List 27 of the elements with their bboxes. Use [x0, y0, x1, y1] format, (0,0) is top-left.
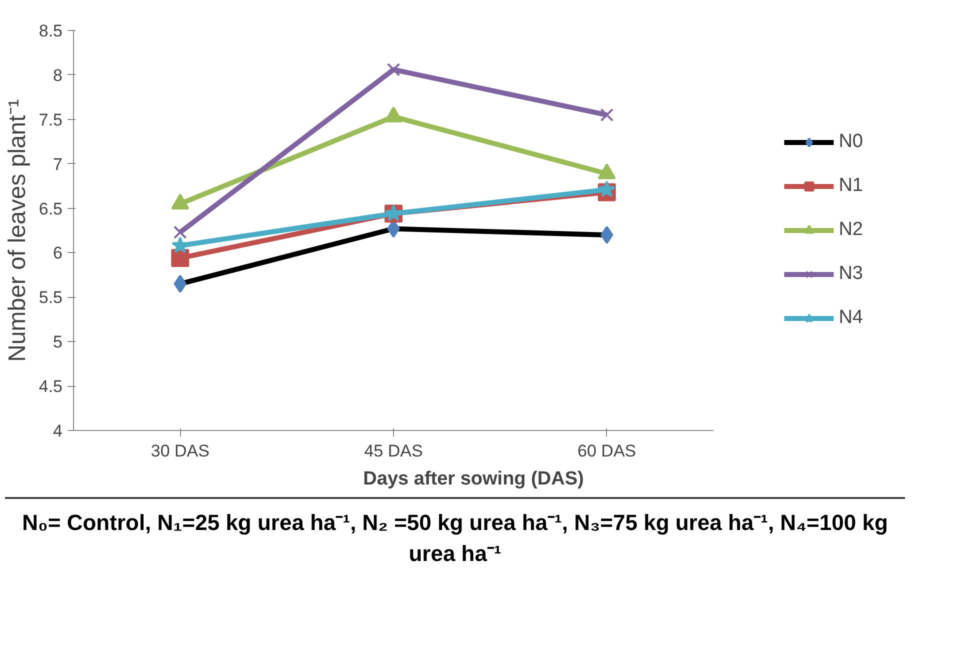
y-tick-label: 6: [53, 244, 63, 263]
legend-label: N2: [838, 219, 863, 241]
legend-label: N1: [838, 175, 863, 197]
y-axis-title: Number of leaves plant⁻¹: [4, 99, 31, 362]
y-tick-label: 5.5: [38, 288, 63, 308]
x-tick-label: 30 DAS: [150, 442, 210, 460]
y-tick-label: 8: [53, 66, 63, 85]
y-tick-label: 7.5: [38, 110, 63, 130]
x-axis-title: Days after sowing (DAS): [363, 468, 584, 490]
legend-label: N0: [838, 131, 863, 153]
x-tick-label: 60 DAS: [578, 442, 636, 460]
legend-label: N3: [838, 263, 863, 285]
y-tick-label: 4: [53, 422, 63, 440]
y-tick-label: 6.5: [38, 199, 63, 218]
point: [386, 62, 400, 76]
point: [174, 226, 187, 239]
point: [598, 180, 616, 198]
text: N₀= Control, N₁=25 kg urea ha⁻¹, N₂ =50 kg urea ha⁻¹, N₃=75 kg urea ha⁻¹, N₄=100 kg urea ha⁻¹: [21, 509, 889, 568]
point: [600, 108, 614, 122]
y-tick-label: 5: [53, 332, 63, 352]
y-tick-label: 8.5: [38, 22, 63, 40]
y-tick-label: 7: [53, 154, 63, 174]
point: [172, 236, 189, 254]
x-tick-label: 45 DAS: [364, 442, 423, 460]
point: [171, 249, 190, 268]
legend-label: N4: [838, 307, 863, 329]
y-tick-label: 4.5: [38, 377, 63, 396]
